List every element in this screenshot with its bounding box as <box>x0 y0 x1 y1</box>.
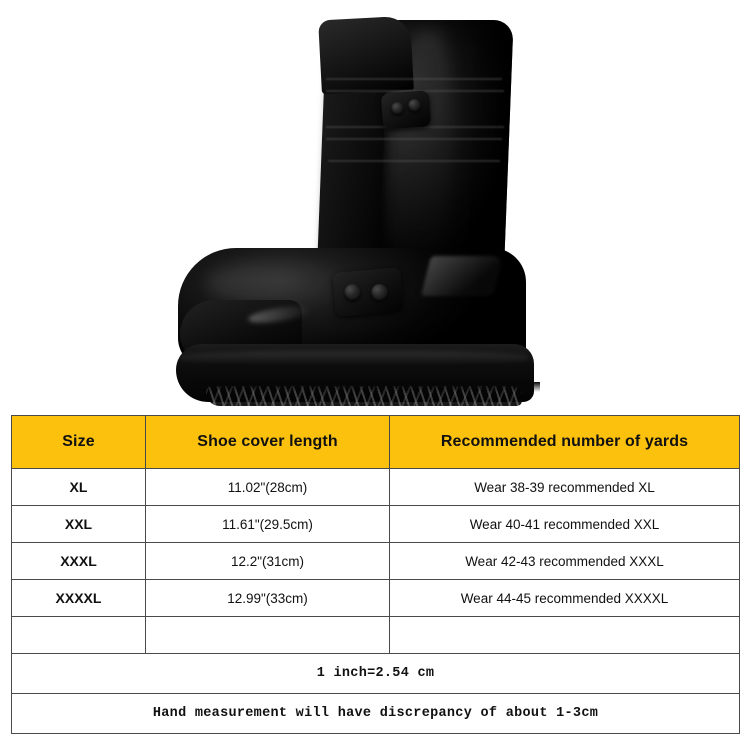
note-inch-conversion: 1 inch=2.54 cm <box>11 653 740 694</box>
cell-size: XXL <box>11 505 146 543</box>
upper-snap-strap <box>380 90 432 130</box>
column-header-yards: Recommended number of yards <box>389 415 740 469</box>
product-photo <box>0 0 750 408</box>
table-row: XXL 11.61"(29.5cm) Wear 40-41 recommende… <box>11 505 740 543</box>
upper-snap-button <box>391 102 404 115</box>
lower-snap-button <box>371 284 388 301</box>
cell-yards: Wear 40-41 recommended XXL <box>389 505 740 543</box>
cell-yards: Wear 44-45 recommended XXXXL <box>389 579 740 617</box>
outsole-rim-highlight <box>180 351 528 365</box>
rain-boot-shoe-cover-illustration <box>150 8 570 408</box>
boot-seam-line <box>325 78 503 80</box>
column-header-length: Shoe cover length <box>145 415 390 469</box>
lower-snap-button <box>344 284 361 301</box>
cell-yards: Wear 42-43 recommended XXXL <box>389 542 740 580</box>
boot-seam-line <box>325 138 503 140</box>
table-row: XXXL 12.2"(31cm) Wear 42-43 recommended … <box>11 542 740 580</box>
cell-length: 11.02"(28cm) <box>145 468 390 506</box>
upper-snap-button <box>408 99 421 112</box>
table-note-row: 1 inch=2.54 cm <box>11 653 740 694</box>
cell-yards <box>389 616 740 654</box>
note-measurement-discrepancy: Hand measurement will have discrepancy o… <box>11 693 740 734</box>
boot-seam-line <box>327 160 501 162</box>
size-chart: Size Shoe cover length Recommended numbe… <box>11 415 740 734</box>
cell-size: XXXL <box>11 542 146 580</box>
cell-size: XL <box>11 468 146 506</box>
table-header-row: Size Shoe cover length Recommended numbe… <box>11 415 740 469</box>
boot-cuff-fold <box>318 15 414 95</box>
cell-size: XXXXL <box>11 579 146 617</box>
cell-size <box>11 616 146 654</box>
cell-length: 12.2"(31cm) <box>145 542 390 580</box>
size-chart-table: Size Shoe cover length Recommended numbe… <box>11 415 740 734</box>
cell-yards: Wear 38-39 recommended XL <box>389 468 740 506</box>
column-header-size: Size <box>11 415 146 469</box>
table-row-empty <box>11 616 740 654</box>
cell-length: 12.99"(33cm) <box>145 579 390 617</box>
table-note-row: Hand measurement will have discrepancy o… <box>11 693 740 734</box>
cell-length <box>145 616 390 654</box>
table-row: XL 11.02"(28cm) Wear 38-39 recommended X… <box>11 468 740 506</box>
heel-reflective-patch <box>421 256 503 296</box>
lower-snap-strap <box>332 267 404 317</box>
cell-length: 11.61"(29.5cm) <box>145 505 390 543</box>
outsole-tread-shadow <box>190 382 540 392</box>
table-row: XXXXL 12.99"(33cm) Wear 44-45 recommende… <box>11 579 740 617</box>
